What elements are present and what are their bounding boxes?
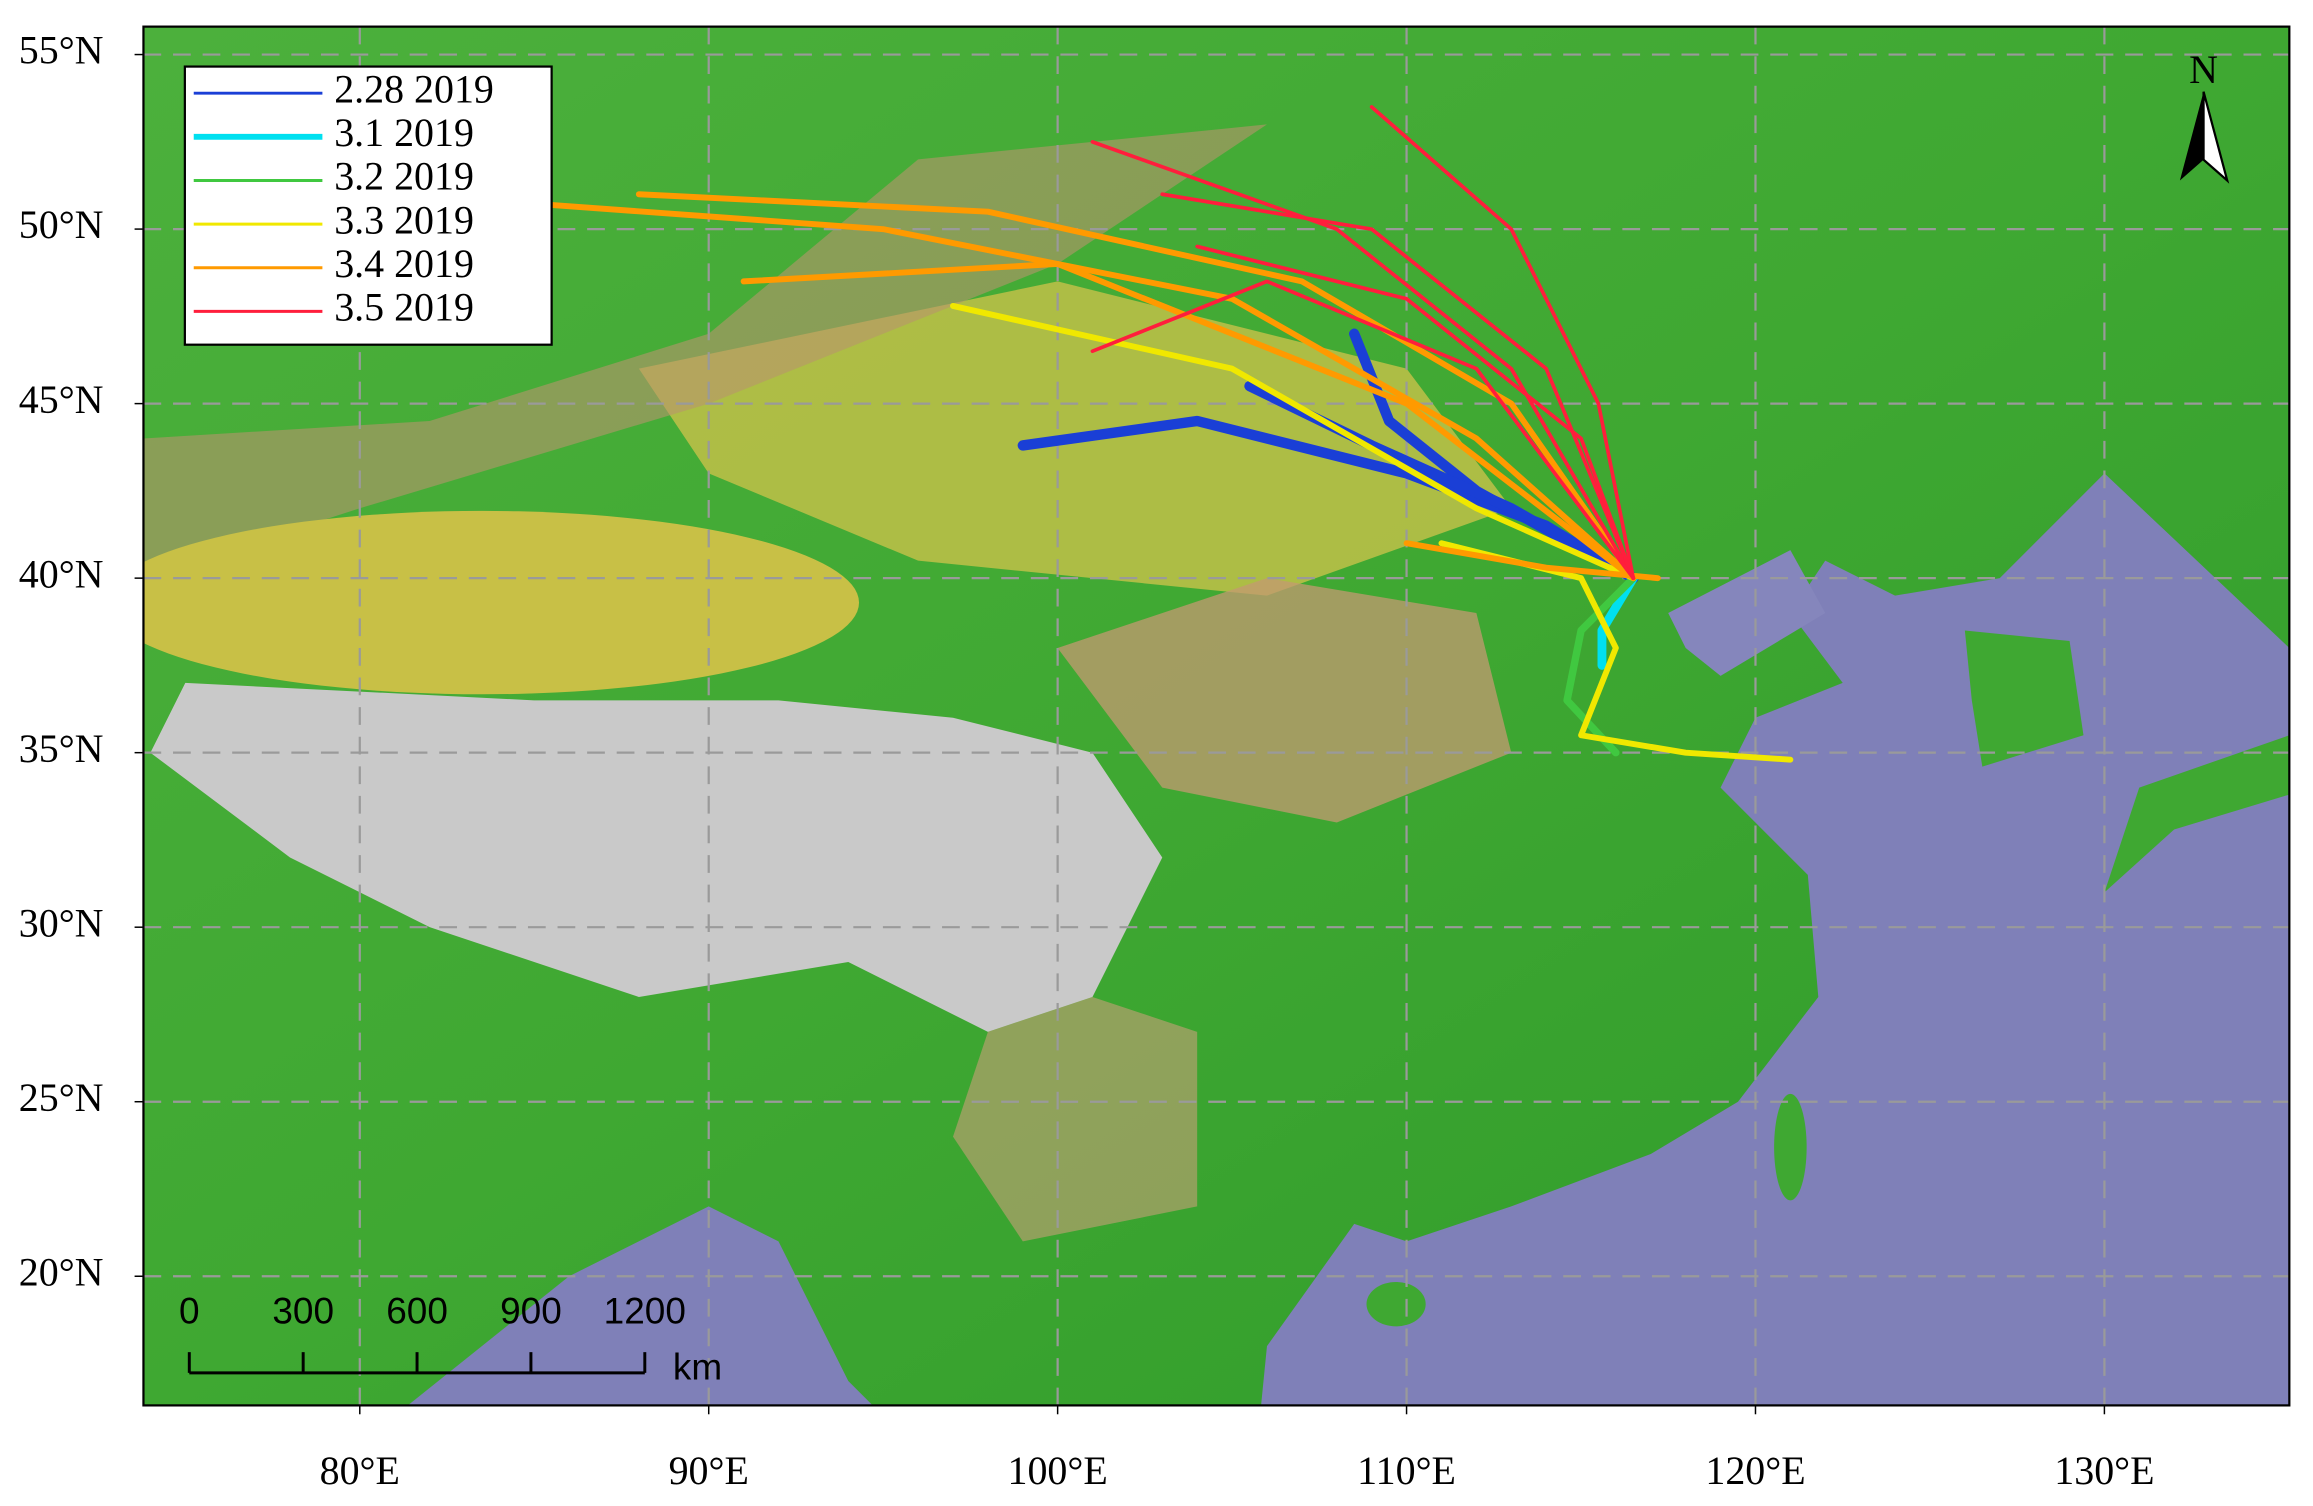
legend-label: 3.3 2019 bbox=[334, 197, 474, 242]
ocean bbox=[1668, 550, 1826, 676]
scale-label: 600 bbox=[386, 1290, 448, 1331]
trajectory bbox=[950, 302, 1637, 582]
trajectory bbox=[635, 191, 1637, 582]
scale-unit: km bbox=[673, 1347, 722, 1388]
loess bbox=[1057, 578, 1512, 823]
legend-label: 2.28 2019 bbox=[334, 66, 494, 111]
trajectory bbox=[1195, 244, 1636, 580]
hainan bbox=[1366, 1281, 1426, 1327]
x-tick-label: 110°E bbox=[1357, 1448, 1456, 1493]
y-tick-label: 45°N bbox=[19, 377, 104, 422]
desert bbox=[143, 510, 859, 695]
ocean bbox=[407, 1206, 873, 1406]
y-tick-label: 20°N bbox=[19, 1249, 104, 1294]
japan bbox=[2104, 735, 2290, 893]
legend-label: 3.4 2019 bbox=[334, 241, 474, 286]
trajectory bbox=[1403, 540, 1661, 582]
mountains bbox=[143, 124, 1267, 579]
y-tick-label: 35°N bbox=[19, 726, 104, 771]
trajectory bbox=[740, 260, 1637, 582]
map-frame bbox=[142, 25, 2291, 1407]
y-tick-label: 55°N bbox=[19, 28, 104, 73]
x-tick-label: 130°E bbox=[2054, 1448, 2154, 1493]
x-tick-label: 80°E bbox=[320, 1448, 400, 1493]
scale-label: 0 bbox=[179, 1290, 200, 1331]
trajectory bbox=[1090, 279, 1636, 580]
trajectory bbox=[1369, 105, 1636, 580]
tibet bbox=[150, 682, 1163, 1032]
scale-label: 900 bbox=[500, 1290, 562, 1331]
terrain bbox=[143, 26, 2290, 1406]
north-label: N bbox=[2189, 47, 2218, 92]
trajectory bbox=[1438, 540, 1794, 763]
x-tick-label: 90°E bbox=[669, 1448, 749, 1493]
y-tick-label: 50°N bbox=[19, 202, 104, 247]
legend-label: 3.1 2019 bbox=[334, 110, 474, 155]
x-tick-label: 120°E bbox=[1705, 1448, 1805, 1493]
legend-label: 3.2 2019 bbox=[334, 154, 474, 199]
y-tick-label: 25°N bbox=[19, 1075, 104, 1120]
trajectory bbox=[1563, 574, 1637, 757]
y-tick-label: 30°N bbox=[19, 900, 104, 945]
legend-box bbox=[183, 65, 553, 346]
trajectory bbox=[1160, 192, 1636, 580]
y-tick-label: 40°N bbox=[19, 551, 104, 596]
trajectory bbox=[1597, 573, 1638, 670]
x-tick-label: 100°E bbox=[1008, 1448, 1108, 1493]
trajectory bbox=[496, 198, 1637, 582]
north-arrow bbox=[2202, 91, 2230, 184]
highland bbox=[953, 996, 1198, 1242]
korea bbox=[1964, 630, 2084, 767]
legend-label: 3.5 2019 bbox=[334, 285, 474, 330]
trajectory bbox=[1090, 140, 1636, 580]
scale-label: 300 bbox=[272, 1290, 334, 1331]
scale-label: 1200 bbox=[604, 1290, 686, 1331]
taiwan bbox=[1774, 1093, 1807, 1201]
